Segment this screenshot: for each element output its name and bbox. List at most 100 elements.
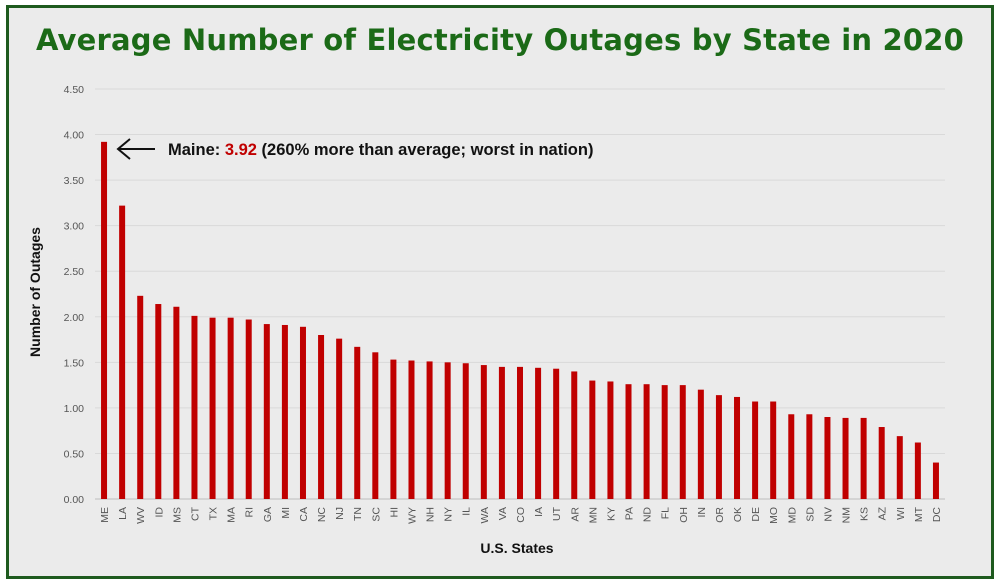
x-tick-label: KS [859, 507, 871, 521]
bar-sc [372, 352, 379, 499]
x-tick-label: ND [642, 507, 654, 523]
x-tick-label: MN [587, 507, 599, 523]
x-tick-label: UT [551, 506, 563, 521]
bar-nd [643, 384, 650, 499]
bar-ar [571, 371, 578, 499]
bar-ks [860, 417, 867, 499]
bar-me [101, 141, 108, 499]
x-tick-label: PA [624, 507, 636, 520]
x-tick-label: WV [135, 507, 147, 524]
y-axis-label: Number of Outages [27, 227, 43, 357]
bar-ga [263, 324, 270, 499]
bar-nm [842, 417, 849, 499]
bar-wv [137, 295, 144, 499]
bar-ct [191, 315, 198, 499]
bar-wi [896, 436, 903, 499]
x-tick-label: MS [171, 507, 183, 523]
bar-mo [770, 401, 777, 499]
bar-sd [806, 414, 813, 499]
x-tick-label: SD [804, 507, 816, 522]
y-tick-label: 2.00 [64, 312, 85, 324]
bar-mt [914, 442, 921, 499]
x-tick-label: ID [153, 507, 165, 518]
x-tick-label: NH [425, 507, 437, 522]
x-axis-label: U.S. States [480, 540, 553, 556]
x-tick-label: GA [262, 507, 274, 522]
x-axis-ticks: ME LA WV ID MS CT TX MA RI GA MI CA NC NJ TN SC HI WY NH NY… [99, 506, 943, 524]
bar-ut [553, 368, 560, 499]
y-tick-label: 4.50 [64, 84, 85, 96]
y-tick-label: 1.50 [64, 357, 85, 369]
x-tick-label: AZ [877, 506, 889, 520]
bar-ny [444, 362, 451, 499]
y-tick-label: 2.50 [64, 266, 85, 278]
y-tick-label: 1.00 [64, 403, 85, 415]
x-tick-label: IN [696, 507, 708, 518]
x-tick-label: WY [406, 507, 418, 524]
x-tick-label: OH [678, 507, 690, 523]
x-tick-label: CA [298, 507, 310, 522]
bar-ok [734, 396, 741, 499]
x-tick-label: MA [226, 507, 238, 523]
bar-ri [245, 319, 252, 499]
maine-annotation: Maine: 3.92 (260% more than average; wor… [168, 141, 593, 159]
bar-nv [824, 417, 831, 499]
x-tick-label: MD [786, 507, 798, 524]
x-tick-label: NM [841, 507, 853, 523]
x-tick-label: NY [443, 507, 455, 522]
bar-or [715, 395, 722, 499]
bar-oh [679, 385, 686, 499]
y-tick-label: 3.00 [64, 221, 85, 233]
x-tick-label: IL [461, 507, 473, 516]
x-tick-label: WI [895, 507, 907, 520]
bar-de [752, 401, 759, 499]
x-tick-label: KY [605, 507, 617, 521]
bar-ms [173, 306, 180, 499]
bar-mi [281, 324, 288, 499]
bar-tx [209, 317, 216, 499]
bar-id [155, 304, 162, 499]
x-tick-label: FL [660, 507, 672, 519]
x-tick-label: DC [931, 507, 943, 523]
x-tick-label: MT [913, 506, 925, 522]
bar-nc [318, 335, 325, 499]
bar-nh [426, 361, 433, 499]
bar-fl [661, 385, 668, 499]
x-tick-label: RI [244, 507, 256, 518]
bar-ma [227, 317, 234, 499]
bar-ky [607, 381, 614, 499]
y-tick-label: 0.00 [64, 494, 85, 506]
x-tick-label: MI [280, 507, 292, 519]
y-axis-ticks: 0.00 0.50 1.00 1.50 2.00 2.50 3.00 3.50 4.00 4.50 [64, 84, 85, 506]
x-tick-label: HI [388, 507, 400, 518]
x-tick-label: NV [822, 507, 834, 522]
x-tick-label: TN [352, 507, 364, 521]
x-tick-label: TX [208, 507, 220, 520]
x-tick-label: LA [117, 507, 129, 520]
annotation-arrow [116, 138, 155, 160]
y-tick-label: 4.00 [64, 130, 85, 142]
x-tick-label: IA [533, 507, 545, 517]
x-tick-label: MO [768, 507, 780, 524]
bar-az [878, 427, 885, 499]
bars [101, 141, 939, 499]
y-tick-label: 3.50 [64, 175, 85, 187]
bar-il [462, 363, 469, 499]
bar-la [119, 205, 126, 499]
bar-mn [589, 380, 596, 499]
bar-wa [480, 365, 487, 499]
x-tick-label: OK [732, 507, 744, 522]
x-tick-label: AR [569, 507, 581, 522]
annotation-suffix: (260% more than average; worst in nation… [257, 141, 594, 159]
bar-md [788, 414, 795, 499]
bar-pa [625, 384, 632, 499]
bar-ia [535, 367, 542, 499]
x-tick-label: ME [99, 507, 111, 523]
bar-wy [408, 360, 415, 499]
bar-nj [336, 338, 343, 499]
bar-ca [299, 326, 306, 499]
x-tick-label: CO [515, 507, 527, 523]
annotation-prefix: Maine: [168, 141, 225, 159]
x-tick-label: CT [189, 506, 201, 521]
